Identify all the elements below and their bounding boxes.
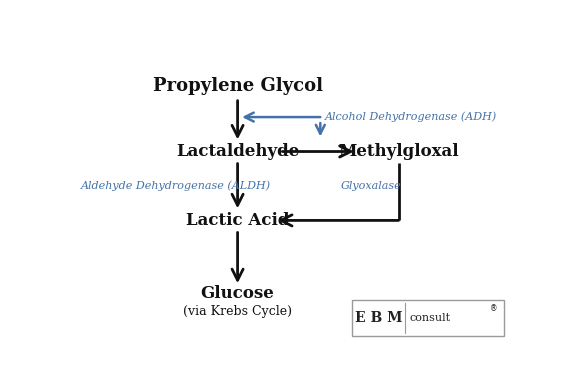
Text: Glucose: Glucose <box>201 285 275 302</box>
Text: ®: ® <box>490 304 498 313</box>
FancyBboxPatch shape <box>351 300 504 336</box>
Text: (via Krebs Cycle): (via Krebs Cycle) <box>183 305 292 318</box>
Text: consult: consult <box>410 313 451 323</box>
Text: Aldehyde Dehydrogenase (ALDH): Aldehyde Dehydrogenase (ALDH) <box>81 180 271 191</box>
Text: Alcohol Dehydrogenase (ADH): Alcohol Dehydrogenase (ADH) <box>325 112 497 123</box>
Text: Methylgloxal: Methylgloxal <box>338 143 459 160</box>
Text: Lactaldehyde: Lactaldehyde <box>176 143 299 160</box>
Text: E B M: E B M <box>355 311 402 325</box>
Text: Glyoxalase: Glyoxalase <box>340 181 401 191</box>
Text: Lactic Acid: Lactic Acid <box>186 212 289 229</box>
Text: Propylene Glycol: Propylene Glycol <box>152 77 323 95</box>
